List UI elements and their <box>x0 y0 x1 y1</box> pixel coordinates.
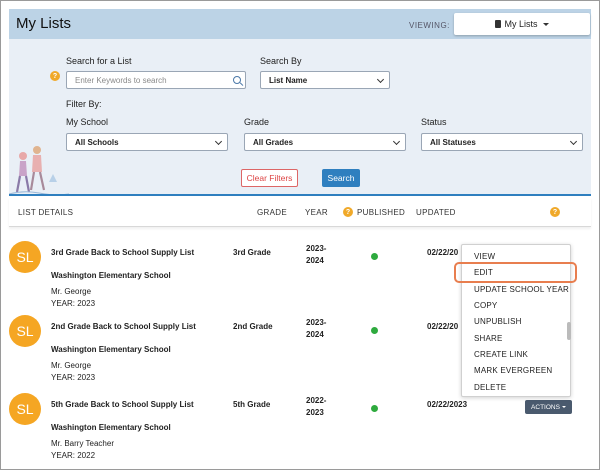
list-year: YEAR: 2022 <box>51 451 96 460</box>
viewing-dropdown[interactable]: My Lists <box>454 13 590 35</box>
search-button[interactable]: Search <box>322 169 360 187</box>
search-by-value: List Name <box>269 75 308 85</box>
menu-item-delete[interactable]: DELETE <box>474 383 507 392</box>
status-label: Status <box>421 117 447 127</box>
search-by-select[interactable]: List Name <box>260 71 390 89</box>
chevron-down-icon <box>214 137 223 146</box>
list-grade: 3rd Grade <box>233 248 271 257</box>
list-updated: 02/22/2023 <box>427 400 468 409</box>
list-teacher: Mr. George <box>51 287 92 296</box>
column-list-details: LIST DETAILS <box>18 208 74 217</box>
column-year: YEAR <box>305 208 328 217</box>
actions-button[interactable]: ACTIONS <box>525 400 572 414</box>
published-indicator <box>371 405 378 412</box>
list-row[interactable]: SL 5th Grade Back to School Supply List … <box>9 393 591 469</box>
help-icon[interactable]: ? <box>343 207 353 217</box>
grade-select[interactable]: All Grades <box>244 133 406 151</box>
actions-label: ACTIONS <box>531 403 560 411</box>
menu-scrollbar[interactable] <box>567 322 571 340</box>
list-title[interactable]: 5th Grade Back to School Supply List <box>51 400 194 409</box>
list-school-year: 2023- 2024 <box>306 244 327 265</box>
menu-item-unpublish[interactable]: UNPUBLISH <box>474 317 522 326</box>
list-updated: 02/22/20 <box>427 322 459 331</box>
walking-people-illustration <box>9 146 69 194</box>
chevron-down-icon <box>392 137 401 146</box>
menu-item-mark-evergreen[interactable]: MARK EVERGREEN <box>474 366 553 375</box>
menu-item-update-school-year[interactable]: UPDATE SCHOOL YEAR <box>474 285 570 294</box>
list-updated: 02/22/20 <box>427 248 459 257</box>
list-school: Washington Elementary School <box>51 271 171 280</box>
list-grade: 5th Grade <box>233 400 271 409</box>
filter-by-label: Filter By: <box>66 99 102 109</box>
actions-menu: VIEW EDIT UPDATE SCHOOL YEAR COPY UNPUBL… <box>461 244 571 397</box>
grade-value: All Grades <box>253 137 294 147</box>
column-published: PUBLISHED <box>357 208 406 217</box>
status-value: All Statuses <box>430 137 476 147</box>
list-year: YEAR: 2023 <box>51 373 96 382</box>
page-title: My Lists <box>16 15 72 32</box>
search-placeholder: Enter Keywords to search <box>75 75 167 85</box>
list-row[interactable]: SL 2nd Grade Back to School Supply List … <box>9 315 591 393</box>
chevron-down-icon <box>569 137 578 146</box>
menu-item-edit[interactable]: EDIT <box>474 268 494 277</box>
column-updated: UPDATED <box>416 208 456 217</box>
published-indicator <box>371 253 378 260</box>
viewing-label: VIEWING: <box>409 21 450 30</box>
viewing-value: My Lists <box>504 19 538 29</box>
chevron-down-icon <box>376 75 385 84</box>
help-icon[interactable]: ? <box>550 207 560 217</box>
school-label: My School <box>66 117 109 127</box>
grade-label: Grade <box>244 117 270 127</box>
menu-item-copy[interactable]: COPY <box>474 301 498 310</box>
list-year: YEAR: 2023 <box>51 299 96 308</box>
column-grade: GRADE <box>257 208 287 217</box>
search-label: Search for a List <box>66 56 132 66</box>
edit-highlight-outline <box>454 262 577 283</box>
search-by-label: Search By <box>260 56 302 66</box>
menu-item-view[interactable]: VIEW <box>474 252 496 261</box>
status-select[interactable]: All Statuses <box>421 133 583 151</box>
list-teacher: Mr. Barry Teacher <box>51 439 114 448</box>
search-input[interactable]: Enter Keywords to search <box>66 71 246 89</box>
list-school: Washington Elementary School <box>51 423 171 432</box>
menu-item-create-link[interactable]: CREATE LINK <box>474 350 529 359</box>
list-title[interactable]: 3rd Grade Back to School Supply List <box>51 248 195 257</box>
document-icon <box>495 20 502 28</box>
page-header: My Lists VIEWING: My Lists <box>9 9 591 39</box>
avatar: SL <box>9 393 41 425</box>
list-row[interactable]: SL 3rd Grade Back to School Supply List … <box>9 241 591 319</box>
school-value: All Schools <box>75 137 119 147</box>
list-school-year: 2023- 2024 <box>306 318 327 339</box>
list-school-year: 2022- 2023 <box>306 396 327 417</box>
avatar: SL <box>9 241 41 273</box>
menu-item-share[interactable]: SHARE <box>474 334 503 343</box>
filter-panel: ? Search for a List Enter Keywords to se… <box>9 39 591 196</box>
list-header: LIST DETAILS GRADE YEAR ? PUBLISHED UPDA… <box>9 197 591 227</box>
list-teacher: Mr. George <box>51 361 92 370</box>
list-school: Washington Elementary School <box>51 345 171 354</box>
avatar: SL <box>9 315 41 347</box>
published-indicator <box>371 327 378 334</box>
clear-filters-button[interactable]: Clear Filters <box>241 169 298 187</box>
caret-down-icon <box>561 406 566 408</box>
list-title[interactable]: 2nd Grade Back to School Supply List <box>51 322 196 331</box>
school-select[interactable]: All Schools <box>66 133 228 151</box>
search-icon[interactable] <box>233 76 241 84</box>
help-icon[interactable]: ? <box>50 71 60 81</box>
list-grade: 2nd Grade <box>233 322 273 331</box>
caret-down-icon <box>542 22 549 26</box>
